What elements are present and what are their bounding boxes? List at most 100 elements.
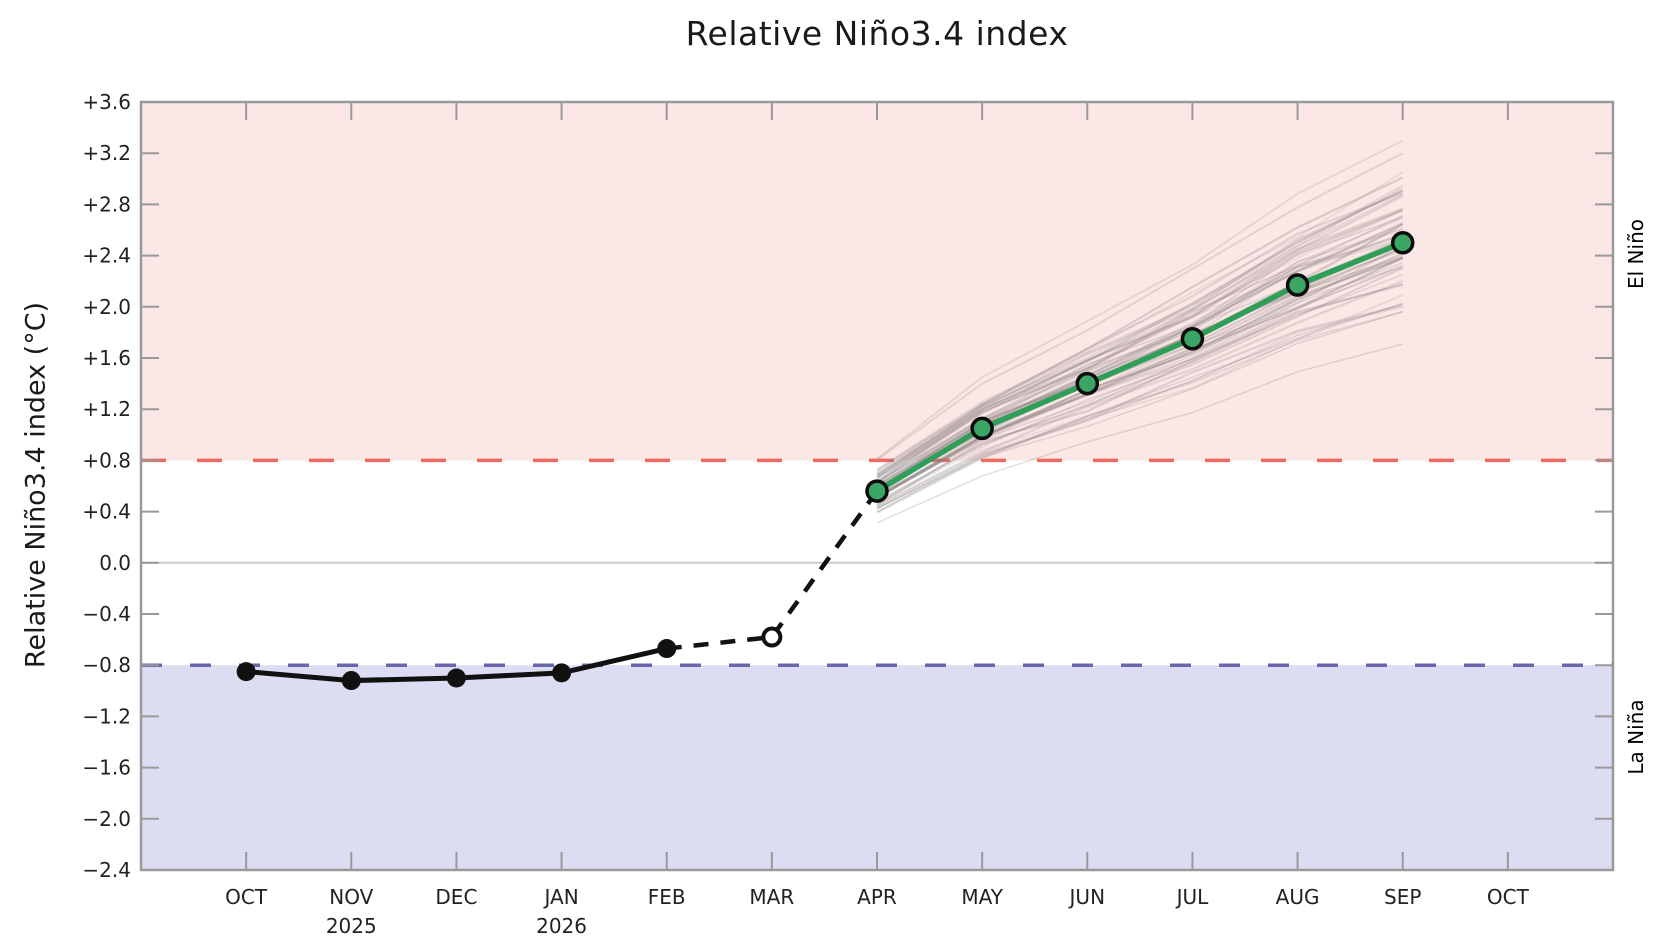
x-tick-label: MAR (749, 885, 794, 909)
ensemble-member-line (876, 267, 1404, 504)
y-tick-label: +1.2 (82, 397, 131, 421)
x-tick-label: AUG (1276, 885, 1320, 909)
ensemble-member-line (876, 266, 1403, 499)
ensemble-member-line (876, 214, 1404, 483)
ensemble-member-line (876, 252, 1404, 498)
ensemble-member-line (876, 245, 1403, 496)
ensemble-member-line (876, 266, 1403, 499)
forecast-point (1075, 371, 1100, 396)
preliminary-open-point (761, 626, 783, 648)
ensemble-member-line (876, 256, 1404, 499)
ensemble-member-line (876, 139, 1404, 460)
ensemble-member-line (876, 279, 1404, 507)
ensemble-member-line (876, 305, 1403, 508)
x-year-label: 2025 (326, 914, 377, 938)
forecast-point (865, 479, 889, 503)
y-tick-label: +2.4 (82, 244, 131, 268)
y-tick-label: +3.2 (82, 141, 131, 165)
ensemble-member-line (876, 184, 1404, 476)
ensemble-member-line (876, 343, 1403, 524)
ensemble-member-line (876, 217, 1403, 489)
x-tick-label: OCT (1487, 885, 1530, 909)
ensemble-member-line (876, 223, 1404, 490)
ensemble-member-line (876, 283, 1404, 507)
x-tick-label: JUN (1068, 885, 1106, 909)
x-tick-label: MAY (961, 885, 1003, 909)
y-tick-label: +0.4 (82, 500, 131, 524)
ensemble-member-line (876, 222, 1404, 486)
forecast-point (1285, 273, 1310, 297)
x-tick-label: DEC (435, 885, 477, 909)
ensemble-member-line (876, 304, 1403, 510)
plot-frame (139, 100, 1615, 872)
x-tick-label: JUL (1175, 885, 1210, 909)
ensemble-member-line (876, 216, 1403, 483)
ensemble-member-line (876, 176, 1404, 472)
el-nino-region-label: El Niño (1624, 219, 1648, 289)
ensemble-member-line (876, 209, 1404, 484)
ensemble-member-line (876, 257, 1404, 498)
observed-point (657, 639, 677, 659)
y-tick-label: −2.4 (82, 858, 131, 882)
y-tick-label: −2.0 (82, 807, 131, 831)
y-tick-label: −1.2 (82, 704, 131, 728)
observed-point (446, 668, 466, 688)
ensemble-member-line (876, 256, 1404, 498)
x-tick-label: FEB (648, 885, 686, 909)
y-tick-label: −0.8 (82, 653, 131, 677)
observed-point (341, 671, 361, 691)
x-tick-label: JAN (542, 885, 578, 909)
forecast-point (1390, 231, 1415, 255)
ensemble-member-line (876, 274, 1403, 498)
forecast-point (1180, 327, 1205, 351)
observed-point (552, 663, 572, 683)
ensemble-member-line (876, 302, 1403, 510)
ensemble-member-line (876, 294, 1404, 513)
y-axis-title: Relative Niño3.4 index (°C) (20, 301, 52, 669)
x-tick-label: OCT (225, 885, 268, 909)
ensemble-member-line (876, 186, 1404, 473)
forecast-mean-line (874, 240, 1406, 494)
preliminary-dashed-connector (666, 489, 879, 651)
ensemble-member-line (876, 227, 1404, 487)
y-tick-label: +1.6 (82, 346, 131, 370)
observed-point (236, 662, 256, 682)
ensemble-member-line (876, 193, 1403, 479)
ensemble-member-line (876, 310, 1403, 513)
ensemble-member-line (876, 232, 1404, 488)
la-nina-band (141, 665, 1613, 870)
ensemble-member-line (876, 256, 1404, 499)
x-year-label: 2026 (536, 914, 587, 938)
ensemble-member-line (876, 222, 1404, 484)
ensemble-member-line (876, 209, 1404, 481)
ensemble-member-line (876, 171, 1404, 470)
forecast-point (970, 416, 994, 441)
ensemble-member-line (876, 208, 1404, 479)
x-tick-label: SEP (1384, 885, 1421, 909)
y-tick-label: +2.0 (82, 295, 131, 319)
el-nino-band (141, 102, 1613, 461)
y-tick-label: +0.8 (82, 448, 131, 472)
ensemble-member-line (876, 262, 1403, 502)
y-tick-label: −1.6 (82, 756, 131, 780)
y-tick-label: +2.8 (82, 192, 131, 216)
ensemble-member-line (876, 234, 1403, 487)
ensemble-member-line (876, 264, 1403, 500)
chart-title: Relative Niño3.4 index (685, 14, 1069, 53)
ensemble-member-line (876, 207, 1404, 483)
ensemble-member-line (876, 189, 1404, 477)
y-tick-label: +3.6 (82, 90, 131, 114)
x-tick-label: APR (857, 885, 897, 909)
ensemble-member-line (876, 228, 1403, 489)
ensemble-member-line (876, 303, 1403, 510)
y-tick-label: −0.4 (82, 602, 131, 626)
ensemble-member-line (876, 194, 1404, 479)
x-tick-label: NOV (329, 885, 373, 909)
ensemble-member-line (876, 192, 1404, 476)
la-nina-region-label: La Niña (1624, 699, 1648, 775)
ensemble-member-line (876, 152, 1404, 461)
ensemble-member-line (876, 190, 1404, 475)
ensemble-member-line (876, 310, 1403, 514)
